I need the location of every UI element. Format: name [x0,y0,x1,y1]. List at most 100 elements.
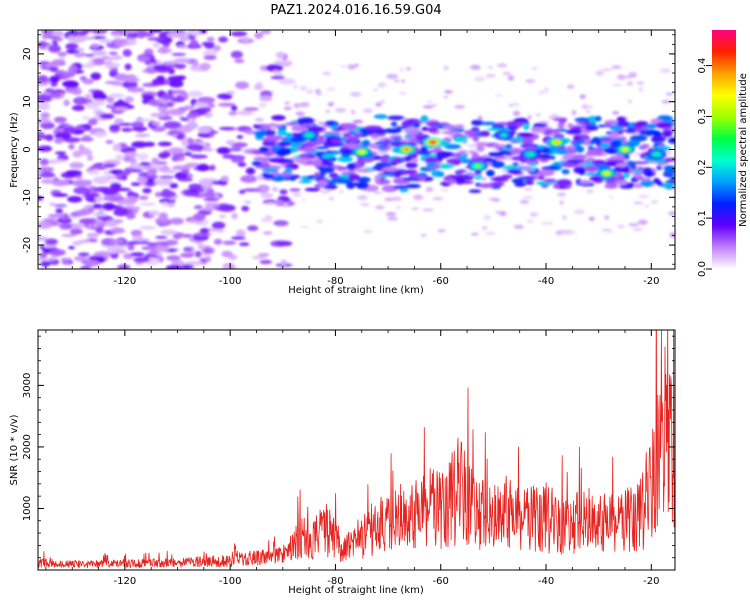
heatmap-cell [38,131,45,137]
heatmap-cell [557,122,565,129]
heatmap-cell [505,144,513,149]
heatmap-cell [138,225,157,230]
heatmap-cell [342,132,352,138]
heatmap-cell [117,264,131,269]
heatmap-cell [538,175,545,180]
heatmap-cell [338,166,349,171]
heatmap-cell [63,126,77,134]
heatmap-cell [49,249,66,256]
heatmap-cell [289,188,301,192]
heatmap-cell [81,116,90,120]
heatmap-cell [263,152,274,156]
heatmap-cell [190,154,208,159]
heatmap-cell [502,72,512,75]
heatmap-cell [495,211,503,214]
heatmap-cell [127,243,135,251]
heatmap-cell [109,196,125,201]
heatmap-cell [640,179,654,188]
heatmap-cell [270,75,285,80]
heatmap-cell [169,217,184,225]
heatmap-cell [113,106,129,111]
heatmap-cell [231,236,246,240]
heatmap-cell [628,223,639,227]
heatmap-cell [68,246,75,250]
heatmap-cell [38,236,48,241]
heatmap-cell [574,145,585,153]
heatmap-cell [377,82,387,88]
spectrogram-y-ticks: 20 10 0 -10 -20 [22,34,675,265]
heatmap-cell [197,96,216,104]
heatmap-cell [444,90,453,94]
heatmap-cell [655,121,673,129]
heatmap-cell [320,188,331,194]
heatmap-cell [302,147,317,153]
heatmap-cell [73,96,88,105]
heatmap-cell [228,147,243,152]
heatmap-cell [123,167,131,176]
heatmap-cell [580,106,593,109]
heatmap-cell [483,214,492,221]
heatmap-cell [515,135,523,143]
heatmap-cell [306,89,314,95]
heatmap-cell [526,219,534,224]
heatmap-cell [72,150,83,158]
heatmap-cell [205,188,215,194]
heatmap-cell [236,110,254,116]
heatmap-cell [109,124,121,130]
heatmap-cell [632,227,643,232]
heatmap-cell [525,79,536,84]
heatmap-cell [84,259,100,267]
spectrogram-x-ticks: -120 -100 -80 -60 -40 -20 [45,30,659,287]
heatmap-cell [401,79,406,83]
x-tick-label: -100 [219,576,242,587]
heatmap-cell [138,241,150,245]
heatmap-cell [265,64,284,72]
heatmap-cell [264,202,277,205]
heatmap-cell [278,78,296,85]
heatmap-cell [381,166,399,172]
heatmap-cell [374,174,381,182]
heatmap-cell [632,169,643,173]
heatmap-cell [507,168,521,174]
heatmap-cell [39,61,49,65]
heatmap-cell [95,226,104,234]
heatmap-cell [41,171,54,176]
heatmap-cell [475,165,480,168]
heatmap-cell [514,122,526,126]
heatmap-cell [255,117,264,123]
heatmap-cell [38,118,52,124]
snr-panel: -120 -100 -80 -60 -40 -20 1000 2000 3000 Height… [9,329,676,596]
heatmap-cell [128,158,138,164]
heatmap-cell [85,53,94,57]
heatmap-cell [127,87,145,93]
heatmap-cell [399,67,404,73]
heatmap-cell [319,170,326,177]
heatmap-cell [104,220,119,227]
colorbar-tick-label: 0.1 [697,210,708,226]
heatmap-cell [354,63,360,68]
heatmap-cell [44,238,59,246]
heatmap-cell [47,213,66,219]
heatmap-cell [426,100,433,103]
heatmap-cell [638,194,649,198]
heatmap-cell [65,49,80,54]
heatmap-cell [90,43,100,49]
heatmap-cell [578,180,592,185]
heatmap-cell [373,114,388,119]
heatmap-cell [191,60,199,67]
heatmap-cell [166,255,181,261]
heatmap-cell [186,112,201,118]
heatmap-cell [125,212,136,220]
y-tick-label: 0 [22,146,33,152]
heatmap-cell [158,46,169,54]
heatmap-cell [193,232,212,237]
heatmap-cell [422,105,434,109]
heatmap-cell [148,250,158,255]
heatmap-cell [66,87,78,93]
heatmap-cell [67,196,83,203]
heatmap-cell [623,148,627,151]
heatmap-cell [604,172,609,175]
heatmap-cell [78,144,85,152]
heatmap-cell [348,135,360,143]
heatmap-cell [160,190,177,198]
